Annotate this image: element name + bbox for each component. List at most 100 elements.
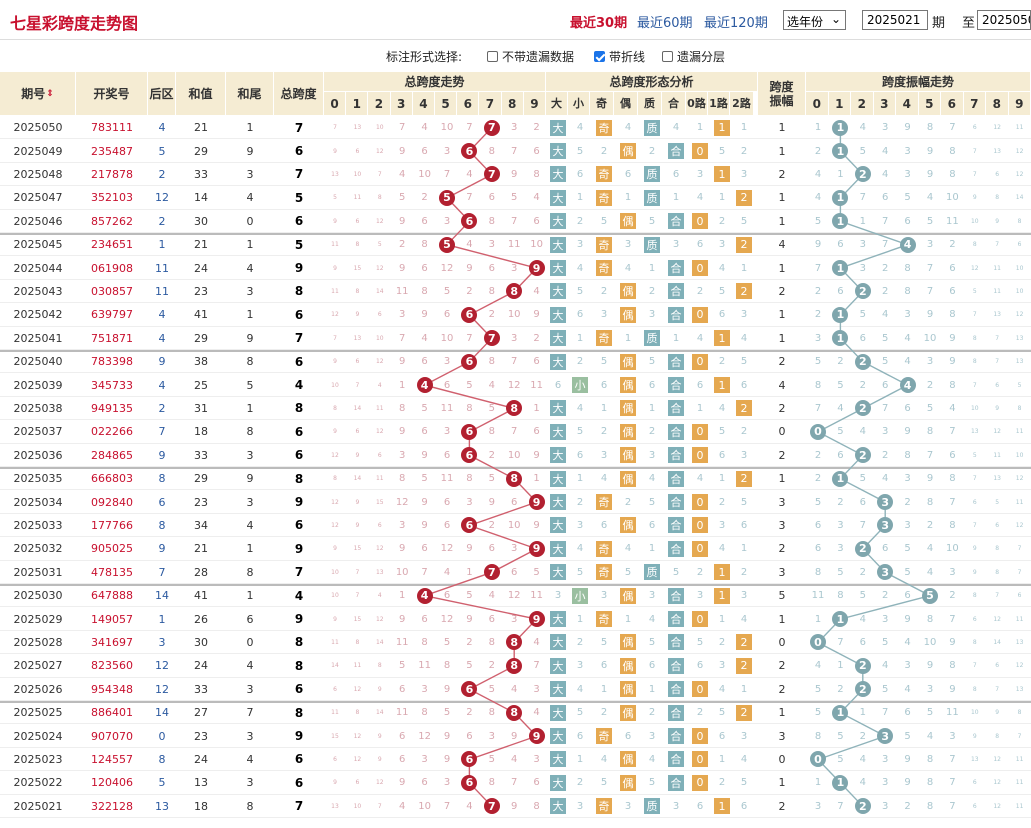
trend-miss-cell: 5: [377, 241, 382, 249]
trend-miss-cell: 15: [353, 545, 362, 553]
amp-miss-cell: 5: [904, 192, 911, 204]
shape-cell: 1: [624, 192, 632, 204]
table-row: [0, 444, 1031, 467]
trend-miss-cell: 10: [507, 309, 521, 321]
shape-mark: 大: [550, 704, 566, 721]
amp-miss-cell: 8: [949, 145, 956, 157]
shape-cell: 4: [576, 122, 584, 134]
shape-cell: 合: [665, 210, 687, 233]
trend-miss-cell: 6: [333, 685, 337, 693]
back-zone-cell: 11: [155, 284, 169, 298]
shape-cell: 1: [711, 327, 733, 350]
amp-miss-cell: 3: [882, 800, 889, 812]
shape-mark: 1: [714, 330, 730, 347]
span-ball: 6: [458, 350, 480, 373]
shape-cell: 5: [740, 777, 748, 789]
shape-mark: 大: [550, 143, 566, 160]
span-ball: 9: [526, 490, 548, 513]
trend-miss-cell: 7: [333, 124, 337, 132]
back-zone-cell: 9: [158, 355, 166, 369]
trend-miss-cell: 9: [399, 777, 406, 789]
shape-mark: 合: [668, 494, 684, 511]
tail-cell: 3: [246, 167, 254, 181]
from-period-input[interactable]: 2025021: [862, 10, 928, 30]
shape-cell: 2: [718, 636, 726, 648]
shape-mark: 合: [668, 283, 684, 300]
col-period-header[interactable]: 期号 ⇕: [0, 72, 76, 116]
no-missing-data-option[interactable]: 不带遗漏数据: [487, 48, 574, 65]
amp-ball: 1: [829, 116, 851, 139]
trend-digit-header: 8: [501, 92, 524, 116]
amp-miss-cell: 3: [882, 753, 889, 765]
amp-miss-cell: 7: [926, 262, 934, 274]
period-cell: 2025025: [13, 706, 63, 720]
shape-cell: 偶: [617, 631, 639, 654]
amp-miss-cell: 10: [1015, 451, 1024, 459]
shape-mark: 0: [692, 774, 708, 791]
recent-30-link[interactable]: 最近30期: [570, 16, 628, 31]
shape-cell: 奇: [593, 116, 615, 139]
shape-mark: 大: [550, 470, 566, 487]
amp-miss-cell: 3: [882, 777, 889, 789]
amp-miss-cell: 8: [926, 122, 934, 134]
shape-mark: 0: [692, 213, 708, 230]
shape-mark: 大: [550, 798, 566, 815]
trend-miss-cell: 11: [331, 638, 339, 646]
shape-cell: 质: [641, 795, 663, 818]
recent-120-link[interactable]: 最近120期: [704, 16, 768, 31]
shape-mark: 0: [692, 423, 708, 440]
trend-miss-cell: 11: [440, 473, 454, 485]
shape-mark: 2: [736, 704, 752, 721]
shape-cell: 2: [733, 654, 755, 677]
tail-cell: 1: [246, 238, 254, 252]
span-cell: 9: [294, 261, 304, 276]
shape-cell: 0: [689, 420, 711, 443]
shape-cell: 6: [696, 660, 704, 672]
shape-cell: 合: [665, 514, 687, 537]
recent-60-link[interactable]: 最近60期: [637, 16, 693, 31]
shape-cell: 3: [624, 800, 632, 812]
amp-miss-cell: 6: [859, 332, 866, 344]
amp-ball-value: 3: [877, 517, 894, 534]
shape-cell: 2: [696, 285, 704, 297]
trend-miss-cell: 9: [421, 309, 428, 321]
draw-number-cell: 639797: [91, 308, 133, 322]
shape-mark: 奇: [596, 166, 612, 183]
amp-miss-cell: 8: [995, 732, 1000, 740]
period-cell: 2025050: [13, 121, 63, 135]
trend-miss-cell: 11: [331, 241, 339, 249]
span-ball: 8: [503, 397, 525, 420]
to-period-input[interactable]: 2025050: [977, 10, 1031, 30]
amp-miss-cell: 9: [972, 732, 977, 740]
shape-mark: 大: [550, 330, 566, 347]
year-select[interactable]: 选年份 ⌄: [783, 10, 846, 30]
draw-number-cell: 284865: [91, 448, 133, 462]
checkbox-checked-icon[interactable]: [594, 51, 605, 62]
checkbox-icon[interactable]: [487, 51, 498, 62]
shape-cell: 4: [718, 402, 726, 414]
with-polyline-option[interactable]: 带折线: [594, 48, 645, 65]
span-ball: 9: [526, 537, 548, 560]
shape-cell: 1: [648, 262, 656, 274]
trend-miss-cell: 4: [533, 192, 540, 204]
layered-missing-option[interactable]: 遗漏分层: [662, 48, 725, 65]
checkbox-icon[interactable]: [662, 51, 673, 62]
amp-miss-cell: 13: [993, 311, 1001, 319]
trend-miss-cell: 5: [443, 285, 451, 297]
shape-cell: 6: [624, 168, 632, 180]
span-ball: 6: [458, 444, 480, 467]
trend-miss-cell: 3: [443, 145, 451, 157]
amp-cell: 2: [778, 401, 786, 415]
trend-miss-cell: 8: [355, 709, 360, 717]
shape-mark: 偶: [620, 143, 636, 160]
period-cell: 2025029: [13, 612, 63, 626]
shape-mark: 2: [736, 470, 752, 487]
amp-miss-cell: 3: [926, 356, 934, 368]
shape-mark: 合: [668, 774, 684, 791]
amp-miss-cell: 2: [926, 519, 934, 531]
tail-cell: 7: [246, 706, 254, 720]
trend-miss-cell: 5: [466, 379, 473, 391]
trend-miss-cell: 9: [443, 753, 451, 765]
shape-cell: 1: [600, 402, 608, 414]
trend-miss-cell: 2: [466, 285, 473, 297]
